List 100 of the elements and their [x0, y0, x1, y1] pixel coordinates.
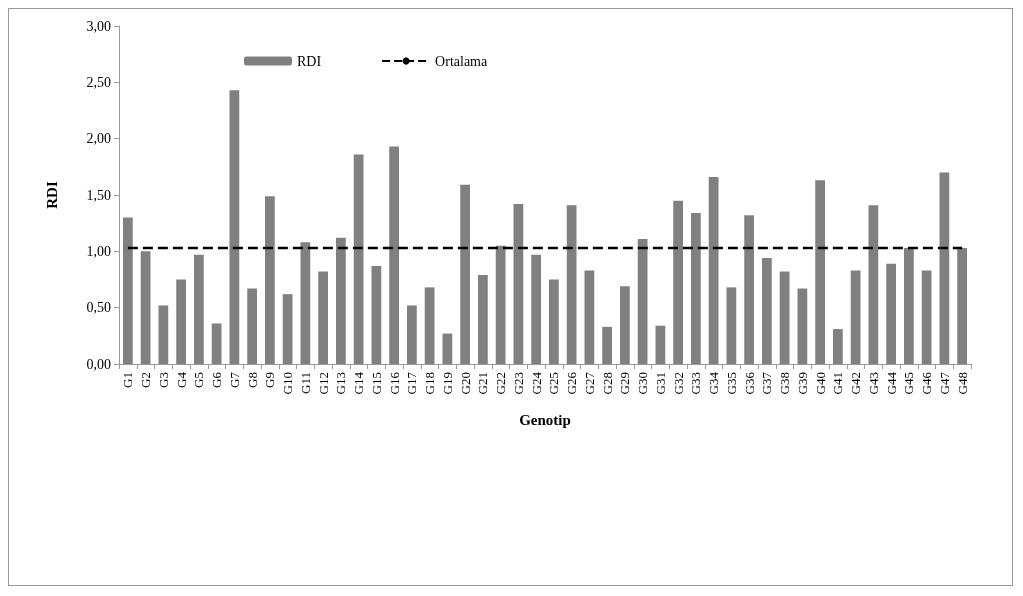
legend-label: RDI: [297, 53, 322, 69]
bar: [602, 326, 613, 364]
bar: [690, 213, 701, 364]
bar: [318, 271, 329, 364]
x-tick-label: G6: [209, 371, 225, 388]
bar: [460, 184, 471, 364]
x-tick-label: G25: [546, 372, 562, 395]
bar: [158, 305, 169, 364]
x-tick-label: G22: [493, 372, 509, 395]
bar: [797, 288, 808, 364]
x-tick-label: G19: [439, 372, 455, 395]
bar: [673, 200, 684, 364]
x-tick-label: G38: [777, 372, 793, 395]
x-tick-label: G37: [759, 371, 775, 395]
x-tick-label: G42: [848, 372, 864, 395]
y-tick-label: 1,50: [86, 187, 111, 203]
x-tick-label: G7: [226, 371, 242, 388]
x-tick-label: G15: [368, 372, 384, 395]
bar: [495, 245, 506, 364]
legend-label: Ortalama: [435, 53, 488, 69]
y-tick-label: 2,50: [86, 74, 111, 90]
x-tick-label: G29: [617, 372, 633, 395]
bar: [708, 176, 719, 364]
x-tick-label: G2: [138, 372, 154, 388]
bar: [903, 247, 914, 364]
bar: [300, 242, 311, 364]
y-tick-label: 3,00: [86, 18, 111, 34]
bar: [850, 270, 861, 364]
x-tick-label: G48: [954, 372, 970, 395]
x-tick-label: G8: [244, 372, 260, 388]
bar: [779, 271, 790, 364]
bar: [477, 274, 488, 364]
x-tick-label: G44: [883, 371, 899, 395]
bar: [193, 254, 204, 364]
bar: [353, 154, 364, 364]
bar: [406, 305, 417, 364]
bar: [442, 333, 453, 364]
x-tick-label: G21: [475, 372, 491, 395]
bar: [886, 263, 897, 364]
x-tick-label: G31: [652, 372, 668, 395]
x-tick-label: G13: [333, 372, 349, 395]
x-tick-label: G41: [830, 372, 846, 395]
bar: [957, 247, 968, 364]
x-tick-label: G35: [723, 372, 739, 395]
x-tick-label: G17: [404, 371, 420, 395]
x-tick-label: G18: [422, 372, 438, 395]
bar: [939, 172, 950, 364]
x-tick-label: G45: [901, 372, 917, 395]
x-tick-label: G27: [581, 371, 597, 395]
y-tick-label: 2,00: [86, 131, 111, 147]
bar: [548, 279, 559, 364]
x-axis-title: Genotip: [519, 411, 571, 428]
x-tick-label: G39: [794, 372, 810, 395]
x-tick-label: G4: [173, 371, 189, 388]
y-axis-title: RDI: [43, 181, 60, 209]
bar: [921, 270, 932, 364]
x-tick-label: G34: [706, 371, 722, 395]
x-tick-label: G40: [812, 372, 828, 395]
x-tick-label: G20: [457, 372, 473, 395]
x-tick-label: G12: [315, 372, 331, 395]
bar: [122, 217, 133, 364]
x-tick-label: G47: [936, 371, 952, 395]
bar: [868, 205, 879, 364]
x-tick-label: G9: [262, 372, 278, 388]
y-tick-label: 1,00: [86, 243, 111, 259]
y-tick-label: 0,50: [86, 300, 111, 316]
x-tick-label: G33: [688, 372, 704, 395]
bar: [815, 180, 826, 364]
bar: [619, 286, 630, 364]
bar: [176, 279, 187, 364]
bar: [726, 287, 737, 364]
bar: [282, 294, 293, 364]
bar: [513, 204, 524, 364]
bar: [744, 215, 755, 364]
bar: [761, 258, 772, 364]
bar: [264, 196, 275, 364]
bar: [140, 251, 151, 364]
x-tick-label: G46: [919, 371, 935, 395]
bar: [335, 237, 346, 364]
bar: [389, 146, 400, 364]
x-tick-label: G10: [280, 372, 296, 395]
bar: [584, 270, 595, 364]
x-tick-label: G1: [120, 372, 136, 388]
x-tick-label: G24: [528, 371, 544, 395]
bar: [211, 323, 222, 364]
bar: [424, 287, 435, 364]
x-tick-label: G32: [670, 372, 686, 395]
x-tick-label: G16: [386, 371, 402, 395]
x-tick-label: G26: [564, 371, 580, 395]
bar: [637, 238, 648, 364]
bar: [566, 205, 577, 364]
x-tick-label: G36: [741, 371, 757, 395]
bar: [832, 329, 843, 364]
y-tick-label: 0,00: [86, 356, 111, 372]
bar: [229, 90, 240, 364]
x-tick-label: G43: [865, 372, 881, 395]
x-tick-label: G5: [191, 372, 207, 388]
x-tick-label: G11: [297, 372, 313, 394]
x-tick-label: G28: [599, 372, 615, 395]
bar: [655, 325, 666, 364]
